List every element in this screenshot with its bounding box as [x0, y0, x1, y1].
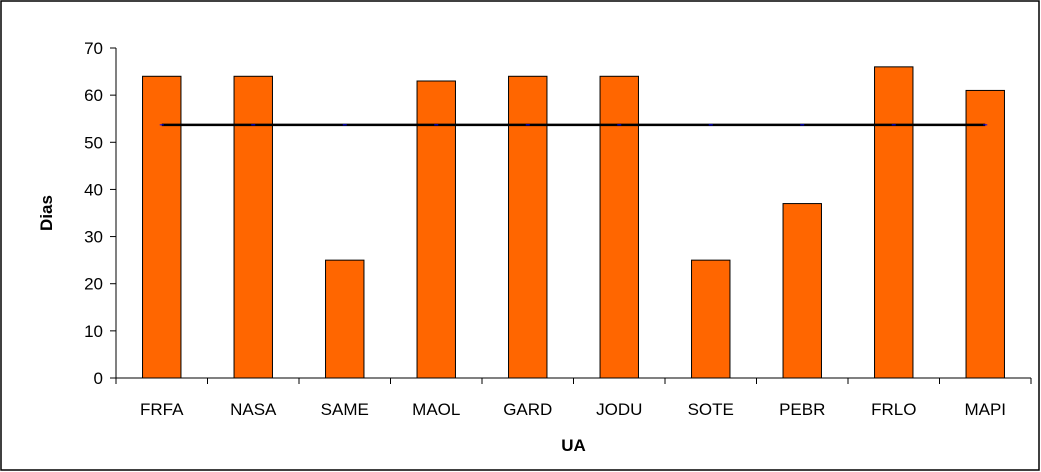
x-tick-label: NASA: [230, 400, 277, 419]
bar-maol: [416, 80, 456, 379]
y-tick-label: 30: [84, 228, 103, 247]
x-tick-label: JODU: [596, 400, 642, 419]
bar-frlo: [874, 66, 914, 379]
y-tick-label: 10: [84, 322, 103, 341]
y-tick-label: 20: [84, 275, 103, 294]
x-tick-label: SOTE: [688, 400, 734, 419]
bar-mapi: [965, 89, 1005, 379]
bar-nasa: [233, 75, 273, 379]
x-tick-label: PEBR: [779, 400, 825, 419]
x-axis-title: UA: [561, 436, 586, 455]
x-axis-ticks: FRFA NASA SAME MAOL GARD JODU SOTE PEBR FRLO MAPI: [115, 378, 1032, 419]
bars: [142, 66, 1005, 379]
bar-gard: [508, 75, 548, 379]
x-tick-label: FRLO: [871, 400, 916, 419]
bar-jodu: [599, 75, 639, 379]
y-axis-ticks: 0 10 20 30 40 50 60 70: [84, 39, 116, 388]
y-tick-label: 60: [84, 86, 103, 105]
x-tick-label: GARD: [503, 400, 552, 419]
x-tick-label: MAPI: [964, 400, 1006, 419]
bar-frfa: [142, 75, 182, 379]
y-tick-label: 40: [84, 180, 103, 199]
x-tick-label: FRFA: [140, 400, 184, 419]
y-tick-label: 50: [84, 133, 103, 152]
bar-pebr: [782, 203, 822, 379]
x-tick-label: SAME: [321, 400, 369, 419]
x-tick-label: MAOL: [412, 400, 460, 419]
y-tick-label: 0: [94, 369, 103, 388]
y-tick-label: 70: [84, 39, 103, 58]
bar-sote: [691, 259, 731, 379]
y-axis-title: Dias: [37, 195, 56, 231]
bar-same: [325, 259, 365, 379]
